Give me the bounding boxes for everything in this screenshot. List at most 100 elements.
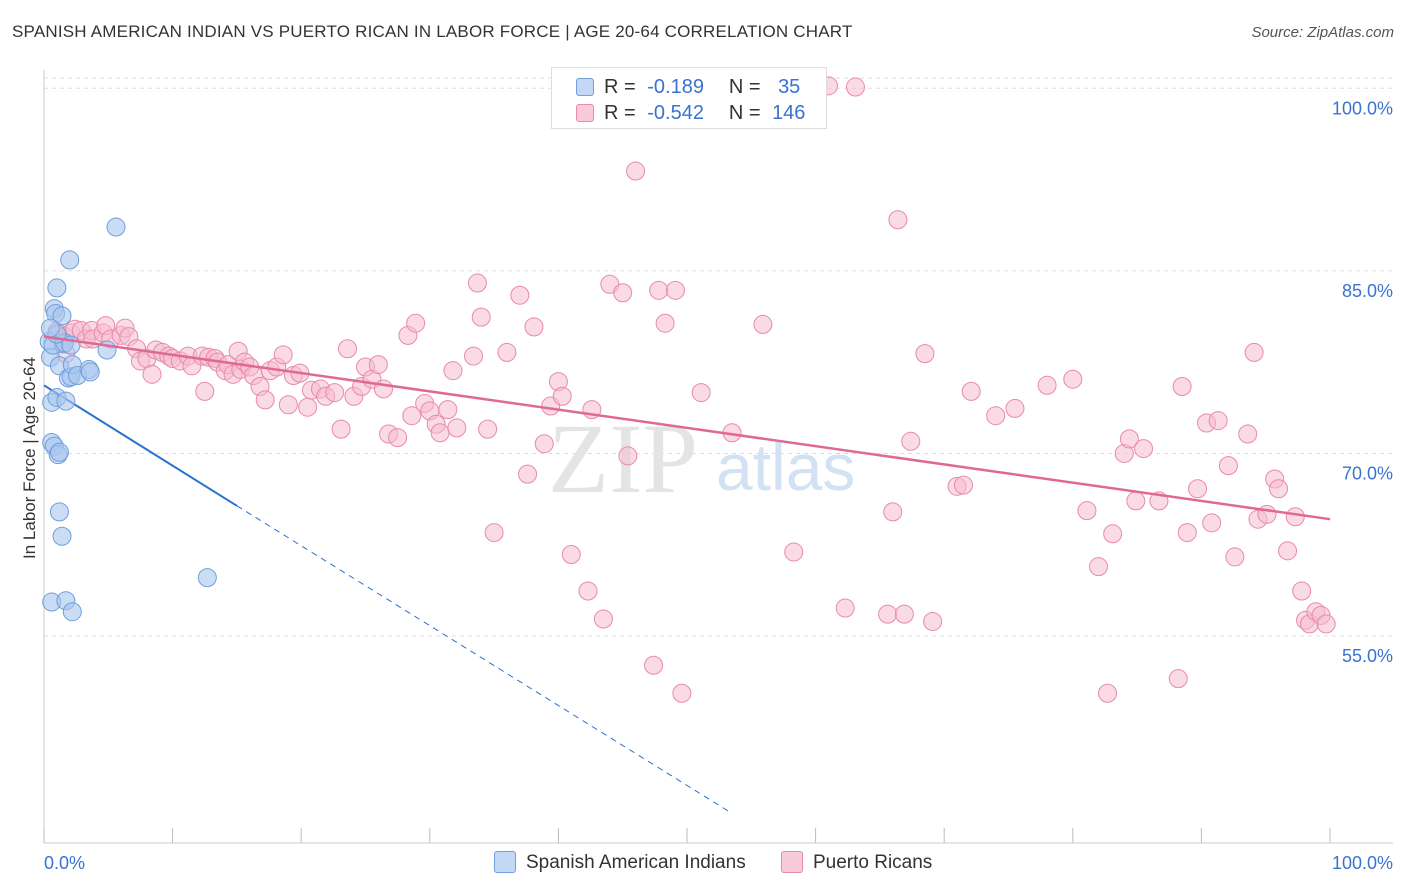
point-puerto-ricans-100	[753, 314, 773, 334]
bottom-legend-item-puerto-ricans: Puerto Ricans	[780, 851, 932, 874]
bottom-legend-item-spanish-american-indians: Spanish American Indians	[494, 851, 746, 874]
point-puerto-ricans-71	[447, 418, 467, 438]
legend-row-puerto-ricans: R = -0.542 N = 146	[576, 102, 805, 126]
x-tick-label-0: 0.0%	[44, 853, 85, 873]
bottom-legend: Spanish American Indians Puerto Ricans	[494, 851, 962, 874]
point-puerto-ricans-130	[1177, 523, 1197, 543]
point-puerto-ricans-142	[1269, 479, 1289, 499]
point-puerto-ricans-114	[961, 381, 981, 401]
point-puerto-ricans-68	[430, 423, 450, 443]
point-puerto-ricans-120	[1089, 557, 1109, 577]
point-puerto-ricans-143	[1278, 541, 1298, 561]
point-puerto-ricans-134	[1208, 411, 1228, 431]
point-puerto-ricans-40	[255, 390, 275, 410]
trend-extension-spanish-american-indians	[236, 505, 731, 813]
point-spanish-american-indians-23	[80, 362, 100, 382]
point-puerto-ricans-110	[915, 344, 935, 364]
point-puerto-ricans-79	[518, 464, 538, 484]
legend-swatch-pink	[576, 104, 594, 122]
point-spanish-american-indians-28	[52, 306, 72, 326]
y-tick-label-1: 70.0%	[1342, 463, 1393, 483]
bottom-legend-label-blue: Spanish American Indians	[526, 852, 746, 873]
chart-title: SPANISH AMERICAN INDIAN VS PUERTO RICAN …	[12, 22, 853, 41]
point-puerto-ricans-122	[1103, 524, 1123, 544]
point-puerto-ricans-86	[578, 581, 598, 601]
point-spanish-american-indians-27	[197, 568, 217, 588]
point-puerto-ricans-78	[510, 285, 530, 305]
point-puerto-ricans-125	[1126, 491, 1146, 511]
legend-r-value-pink: -0.542	[647, 102, 704, 124]
point-puerto-ricans-18	[142, 364, 162, 384]
point-puerto-ricans-61	[388, 428, 408, 448]
point-spanish-american-indians-26	[106, 217, 126, 237]
point-puerto-ricans-135	[1218, 456, 1238, 476]
legend-r-label: R =	[604, 76, 636, 98]
point-puerto-ricans-126	[1134, 439, 1154, 459]
legend-row-spanish-american-indians: R = -0.189 N = 35	[576, 76, 800, 100]
point-puerto-ricans-119	[1077, 501, 1097, 521]
point-puerto-ricans-81	[534, 434, 554, 454]
point-puerto-ricans-129	[1172, 377, 1192, 397]
point-puerto-ricans-113	[953, 475, 973, 495]
point-puerto-ricans-43	[273, 345, 293, 365]
point-puerto-ricans-121	[1098, 683, 1118, 703]
point-puerto-ricans-117	[1037, 375, 1057, 395]
point-puerto-ricans-27	[195, 381, 215, 401]
point-puerto-ricans-140	[1257, 504, 1277, 524]
point-puerto-ricans-53	[337, 339, 357, 359]
legend-r-label: R =	[604, 102, 636, 124]
point-spanish-american-indians-17	[56, 391, 76, 411]
point-puerto-ricans-104	[845, 77, 865, 97]
point-puerto-ricans-84	[552, 386, 572, 406]
trend-line-puerto-ricans	[43, 335, 1331, 521]
point-spanish-american-indians-11	[49, 442, 69, 462]
source-label: Source: ZipAtlas.com	[1251, 24, 1394, 41]
trend-line-spanish-american-indians	[43, 384, 238, 507]
point-puerto-ricans-73	[467, 273, 487, 293]
point-puerto-ricans-76	[484, 523, 504, 543]
x-tick-label-1: 100.0%	[1332, 853, 1393, 873]
legend-n-value-pink: 146	[772, 102, 806, 124]
trend-lines-blue	[43, 384, 731, 813]
axes	[43, 70, 1393, 844]
point-puerto-ricans-92	[626, 161, 646, 181]
point-puerto-ricans-80	[524, 317, 544, 337]
points-puerto-ricans	[47, 76, 1336, 703]
point-puerto-ricans-108	[894, 604, 914, 624]
point-puerto-ricans-128	[1168, 669, 1188, 689]
point-puerto-ricans-91	[618, 446, 638, 466]
point-puerto-ricans-136	[1225, 547, 1245, 567]
point-puerto-ricans-137	[1238, 424, 1258, 444]
point-spanish-american-indians-16	[62, 602, 82, 622]
point-puerto-ricans-115	[986, 406, 1006, 426]
watermark: ZIP atlas	[548, 403, 855, 514]
point-spanish-american-indians-5	[47, 278, 67, 298]
point-puerto-ricans-131	[1188, 479, 1208, 499]
point-puerto-ricans-90	[613, 283, 633, 303]
point-puerto-ricans-107	[888, 210, 908, 230]
point-puerto-ricans-94	[649, 280, 669, 300]
point-puerto-ricans-93	[644, 655, 664, 675]
point-puerto-ricans-95	[655, 313, 675, 333]
point-puerto-ricans-59	[374, 379, 394, 399]
point-puerto-ricans-72	[464, 346, 484, 366]
point-puerto-ricans-105	[878, 604, 898, 624]
point-puerto-ricans-64	[406, 313, 426, 333]
y-tick-label-0: 55.0%	[1342, 646, 1393, 666]
point-puerto-ricans-101	[784, 542, 804, 562]
point-puerto-ricans-70	[443, 361, 463, 381]
legend-n-value-blue: 35	[778, 76, 801, 98]
points-spanish-american-indians	[39, 217, 217, 622]
point-puerto-ricans-47	[298, 397, 318, 417]
legend-swatch-blue	[576, 78, 594, 96]
point-spanish-american-indians-13	[52, 526, 72, 546]
point-puerto-ricans-77	[497, 342, 517, 362]
y-tick-label-2: 85.0%	[1342, 281, 1393, 301]
legend-n-label: N =	[728, 76, 761, 98]
point-puerto-ricans-138	[1244, 342, 1264, 362]
legend-box: R = -0.189 N = 35 R = -0.542 N = 146	[551, 67, 827, 129]
point-puerto-ricans-103	[835, 598, 855, 618]
point-puerto-ricans-124	[1119, 429, 1139, 449]
point-puerto-ricans-150	[1316, 614, 1336, 634]
